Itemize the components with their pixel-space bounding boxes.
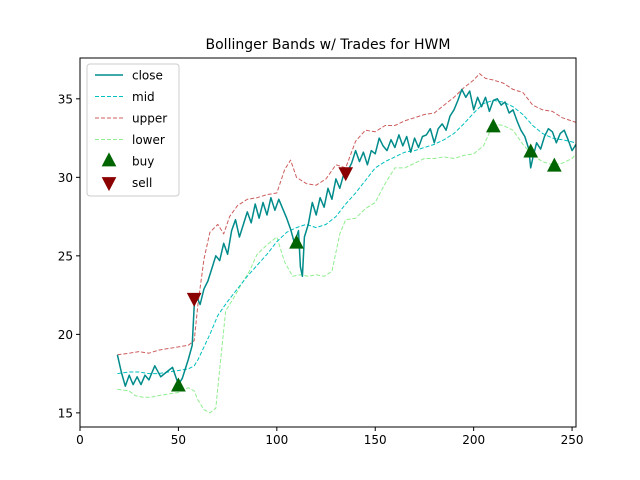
axes-frame: [79, 57, 577, 428]
x-tick-label: 0: [76, 433, 84, 447]
legend-swatch-buy: [101, 152, 117, 167]
x-tick-label: 50: [171, 433, 186, 447]
y-tick-label: 35: [58, 92, 73, 106]
plot-area: [116, 73, 576, 414]
x-tick-label: 150: [364, 433, 387, 447]
legend-label: lower: [132, 133, 165, 147]
legend-label: close: [132, 69, 163, 83]
buy-marker: [523, 143, 539, 158]
sell-marker: [186, 292, 202, 307]
sell-marker: [338, 167, 354, 182]
buy-marker: [485, 118, 501, 133]
y-tick-label: 25: [58, 249, 73, 263]
legend-label: sell: [132, 176, 152, 190]
x-tick-label: 200: [462, 433, 485, 447]
legend-swatch-sell: [101, 177, 117, 192]
y-tick-label: 20: [58, 328, 73, 342]
series-line-upper: [117, 73, 576, 356]
legend-label: buy: [132, 155, 154, 169]
x-tick-label: 100: [265, 433, 288, 447]
series-line-close: [116, 88, 576, 387]
legend-label: upper: [132, 112, 167, 126]
buy-marker: [546, 157, 562, 172]
axes: 0 50 100 150 200 250 15 20 25 30 35: [58, 57, 584, 447]
buy-marker: [171, 377, 186, 392]
buy-marker: [289, 234, 304, 249]
chart-title: Bollinger Bands w/ Trades for HWM: [206, 37, 451, 53]
y-tick-label: 30: [58, 171, 73, 185]
y-tick-label: 15: [58, 406, 73, 420]
legend: close mid upper lower buy sell: [86, 63, 180, 197]
x-tick-label: 250: [561, 433, 584, 447]
legend-label: mid: [132, 90, 155, 104]
